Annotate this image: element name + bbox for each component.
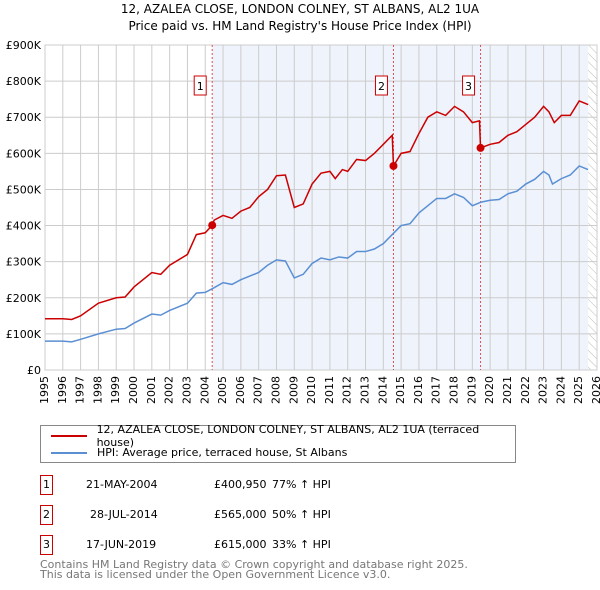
x-tick-label: 2015 bbox=[394, 376, 407, 404]
x-tick-label: 2008 bbox=[269, 376, 282, 404]
sale-marker-badge: 2 bbox=[40, 505, 53, 525]
x-tick-label: 2003 bbox=[180, 376, 193, 404]
y-tick-label: £0 bbox=[27, 364, 41, 377]
y-tick-label: £500K bbox=[6, 183, 42, 196]
legend-item-property: 12, AZALEA CLOSE, LONDON COLNEY, ST ALBA… bbox=[51, 423, 515, 449]
y-tick-label: £300K bbox=[6, 256, 42, 269]
y-tick-label: £100K bbox=[6, 328, 42, 341]
x-tick-label: 2012 bbox=[341, 376, 354, 404]
sale-price: £615,000 bbox=[214, 538, 267, 551]
sale-point bbox=[389, 161, 398, 170]
y-tick-label: £800K bbox=[6, 75, 42, 88]
legend-item-hpi: HPI: Average price, terraced house, St A… bbox=[51, 444, 347, 461]
x-tick-label: 2011 bbox=[323, 376, 336, 404]
x-tick-label: 2022 bbox=[519, 376, 532, 404]
shaded-period bbox=[212, 45, 589, 370]
plot-border bbox=[44, 44, 598, 371]
footer-line: Contains HM Land Registry data © Crown c… bbox=[40, 558, 468, 571]
sale-point bbox=[476, 143, 485, 152]
x-tick-label: 2025 bbox=[572, 376, 585, 404]
hpi-delta: 50% ↑ HPI bbox=[272, 508, 331, 521]
x-tick-label: 1998 bbox=[91, 376, 104, 404]
sale-marker-badge: 1 bbox=[40, 475, 53, 495]
legend: 12, AZALEA CLOSE, LONDON COLNEY, ST ALBA… bbox=[40, 423, 516, 463]
hpi-delta: 33% ↑ HPI bbox=[272, 538, 331, 551]
y-tick-label: £700K bbox=[6, 111, 42, 124]
sale-marker-badge: 3 bbox=[40, 535, 53, 555]
legend-label: 12, AZALEA CLOSE, LONDON COLNEY, ST ALBA… bbox=[96, 422, 480, 449]
price-chart: 1995 1996 1997 1998 1999 2000 2001 2002 2003 2004… bbox=[6, 39, 600, 404]
y-tick-label: £400K bbox=[6, 220, 42, 233]
footer: Contains HM Land Registry data © Crown c… bbox=[40, 558, 468, 581]
sale-price: £400,950 bbox=[214, 478, 267, 491]
y-tick-label: £200K bbox=[6, 292, 42, 305]
x-tick-label: 1999 bbox=[109, 376, 122, 404]
x-tick-label: 1995 bbox=[38, 376, 51, 404]
x-tick-label: 2009 bbox=[287, 376, 300, 404]
x-tick-label: 2018 bbox=[448, 376, 461, 404]
sale-date: 21-MAY-2004 bbox=[86, 478, 158, 491]
x-tick-label: 2026 bbox=[590, 376, 600, 404]
x-tick-label: 2019 bbox=[465, 376, 478, 404]
hpi-delta: 77% ↑ HPI bbox=[272, 478, 331, 491]
sale-label-box bbox=[193, 75, 207, 96]
sale-point bbox=[208, 221, 217, 230]
sale-date: 17-JUN-2019 bbox=[86, 538, 157, 551]
x-tick-label: 1996 bbox=[56, 376, 69, 404]
x-tick-label: 2024 bbox=[554, 376, 567, 404]
x-tick-label: 2021 bbox=[501, 376, 514, 404]
y-tick-label: £600K bbox=[6, 147, 42, 160]
chart-title: 12, AZALEA CLOSE, LONDON COLNEY, ST ALBA… bbox=[120, 2, 480, 16]
sale-label-box bbox=[374, 75, 388, 96]
legend-label: HPI: Average price, terraced house, St A… bbox=[97, 446, 348, 459]
x-tick-label: 2016 bbox=[412, 376, 425, 404]
legend-swatch bbox=[51, 451, 87, 454]
x-tick-label: 2000 bbox=[127, 376, 140, 404]
x-tick-label: 1997 bbox=[74, 376, 87, 404]
forecast-hatch bbox=[588, 45, 597, 370]
x-tick-label: 2007 bbox=[252, 376, 265, 404]
sale-price: £565,000 bbox=[214, 508, 267, 521]
x-tick-label: 2014 bbox=[376, 376, 389, 404]
sale-label: 2 bbox=[378, 80, 385, 93]
legend-swatch bbox=[51, 434, 87, 437]
x-tick-label: 2002 bbox=[163, 376, 176, 404]
x-tick-label: 2010 bbox=[305, 376, 318, 404]
sale-label-box bbox=[462, 75, 476, 96]
x-tick-label: 2013 bbox=[359, 376, 372, 404]
sale-label: 3 bbox=[465, 80, 472, 93]
x-tick-label: 2005 bbox=[216, 376, 229, 404]
sale-label: 1 bbox=[197, 80, 204, 93]
x-tick-label: 2006 bbox=[234, 376, 247, 404]
x-tick-label: 2017 bbox=[430, 376, 443, 404]
x-tick-label: 2004 bbox=[198, 376, 211, 404]
x-tick-label: 2023 bbox=[537, 376, 550, 404]
x-tick-label: 2020 bbox=[483, 376, 496, 404]
x-tick-label: 2001 bbox=[145, 376, 158, 404]
footer-line: This data is licensed under the Open Gov… bbox=[40, 568, 391, 581]
property-price-line bbox=[45, 100, 589, 321]
hpi-line bbox=[45, 165, 589, 343]
y-tick-label: £900K bbox=[6, 39, 42, 52]
chart-subtitle: Price paid vs. HM Land Registry's House … bbox=[128, 19, 472, 33]
sale-date: 28-JUL-2014 bbox=[90, 508, 158, 521]
